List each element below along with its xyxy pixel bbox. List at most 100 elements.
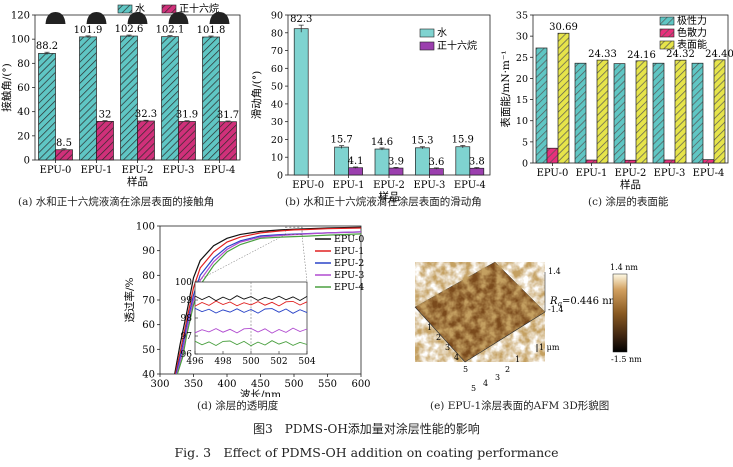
y-tick-label: 0 (24, 156, 30, 167)
y-tick-label: 90 (271, 11, 283, 22)
x-tick-label: EPU-1 (333, 180, 365, 191)
bar (348, 167, 363, 176)
legend-swatch (659, 16, 675, 26)
afm-x-tick: 3 (445, 343, 450, 352)
legend-label: EPU-1 (334, 246, 364, 257)
data-label: 30.69 (549, 22, 578, 33)
x-tick-label: EPU-0 (537, 168, 569, 179)
y-tick-label: 20 (516, 74, 528, 85)
inset-y-tick-label: 96 (181, 350, 193, 360)
x-tick-label: EPU-2 (122, 165, 154, 176)
y-tick-label: 40 (142, 370, 155, 381)
series-line (174, 226, 362, 375)
data-label: 88.2 (36, 41, 58, 52)
bar (415, 147, 430, 176)
y-tick-label: 10 (516, 116, 528, 127)
afm-y-ticks: 1 2 3 4 5 (471, 355, 520, 392)
bar (652, 62, 665, 164)
data-label: 3.6 (428, 157, 444, 168)
y-axis-label: 表面能/mN·m⁻¹ (500, 50, 512, 127)
y-tick-label: 60 (271, 64, 283, 75)
inset-y-tick-label: 99 (181, 296, 193, 306)
series-line (176, 233, 362, 375)
inset-series-line (194, 327, 308, 334)
x-axis-label: 波长/nm (240, 388, 281, 397)
bar (79, 36, 97, 161)
afm-3d-image: 1 2 3 4 5 1 2 3 4 5 1.4 -1.4 Rq=0.446 nm… (414, 261, 642, 392)
x-axis-label: 样品 (379, 190, 400, 203)
x-tick-label: 550 (318, 379, 337, 390)
x-tick-label: 500 (284, 379, 303, 390)
y-tick-label: 100 (11, 35, 30, 46)
inset-series-line (194, 307, 308, 314)
bar (202, 36, 220, 161)
afm-colorbar: 1.4 nm -1.5 nm (610, 263, 642, 364)
bar (374, 148, 390, 176)
y-tick-label: 60 (142, 320, 155, 331)
x-tick-label: 350 (184, 379, 203, 390)
x-tick-label: 450 (251, 379, 270, 390)
y-tick-label: 90 (142, 246, 155, 257)
inset-series-line (194, 300, 308, 307)
droplet-icon (86, 12, 107, 24)
caption-a: (a) 水和正十六烷液滴在涂层表面的接触角 (18, 196, 215, 208)
y-tick-label: 15 (516, 95, 528, 106)
bar (557, 32, 570, 164)
droplet-icon (127, 12, 148, 24)
bar (334, 146, 349, 176)
droplet-icon (209, 12, 230, 24)
figure-caption-en: Fig. 3 Effect of PDMS-OH addition on coa… (174, 445, 559, 460)
chart-c: 0 5 10 15 20 25 30 35 表面能/mN·m⁻¹ EPU-0 EPU-1 EPU-2 E… (500, 11, 733, 192)
x-tick-label: EPU-0 (292, 180, 324, 191)
caption-e: (e) EPU-1涂层表面的AFM 3D形貌图 (430, 400, 610, 412)
y-tick-label: 50 (142, 345, 155, 356)
bar (293, 28, 309, 176)
legend-label: 水 (135, 3, 145, 15)
y-axis-label: 滑动角/(°) (251, 71, 263, 119)
y-tick-label: 10 (271, 153, 283, 164)
chart-b: 0 10 20 30 40 50 60 70 80 90 滑动角/(°) EPU-0 EPU-1 EPU-… (251, 11, 491, 203)
x-tick-label: EPU-3 (654, 168, 686, 179)
inset-y-tick-label: 98 (181, 314, 193, 324)
colorbar-min: -1.5 nm (611, 355, 642, 364)
afm-y-tick: 3 (495, 373, 500, 382)
y-tick-label: 40 (271, 99, 283, 110)
data-label: 32 (99, 110, 112, 121)
bar (388, 167, 404, 176)
afm-y-tick: 2 (505, 365, 510, 374)
bar (96, 120, 114, 161)
bar (455, 146, 471, 176)
afm-z-bottom: -1.4 (548, 305, 563, 314)
data-label: 101.9 (74, 25, 103, 36)
x-tick-label: 300 (150, 379, 169, 390)
x-tick-label: EPU-0 (40, 165, 72, 176)
y-tick-label: 20 (271, 135, 283, 146)
inset-x-tick-label: 500 (242, 357, 259, 367)
bar (178, 121, 196, 161)
y-tick-label: 80 (17, 59, 30, 70)
series-line (176, 231, 362, 375)
afm-surface (414, 261, 546, 363)
bar (574, 62, 587, 164)
caption-b: (b) 水和正十六烷液滴在涂层表面的滑动角 (285, 196, 482, 208)
data-label: 101.8 (197, 25, 226, 36)
x-tick-label: EPU-2 (373, 180, 405, 191)
afm-x-tick: 4 (454, 353, 459, 362)
bar (429, 168, 444, 176)
y-tick-label: 0 (522, 159, 528, 170)
afm-y-tick: 5 (471, 384, 476, 392)
bar (219, 121, 237, 161)
data-label: 24.40 (705, 49, 733, 60)
y-tick-label: 70 (142, 296, 155, 307)
bar (596, 59, 609, 164)
legend-swatch (659, 28, 675, 38)
legend-label: 色散力 (677, 26, 707, 39)
data-label: 3.8 (469, 157, 485, 168)
legend-swatch (161, 4, 177, 14)
legend-swatch (659, 40, 675, 50)
x-tick-label: EPU-4 (454, 180, 486, 191)
y-tick-label: 0 (277, 171, 283, 182)
afm-x-tick: 1 (427, 323, 432, 332)
inset-x-tick-label: 496 (186, 357, 203, 367)
data-label: 24.33 (588, 49, 617, 60)
